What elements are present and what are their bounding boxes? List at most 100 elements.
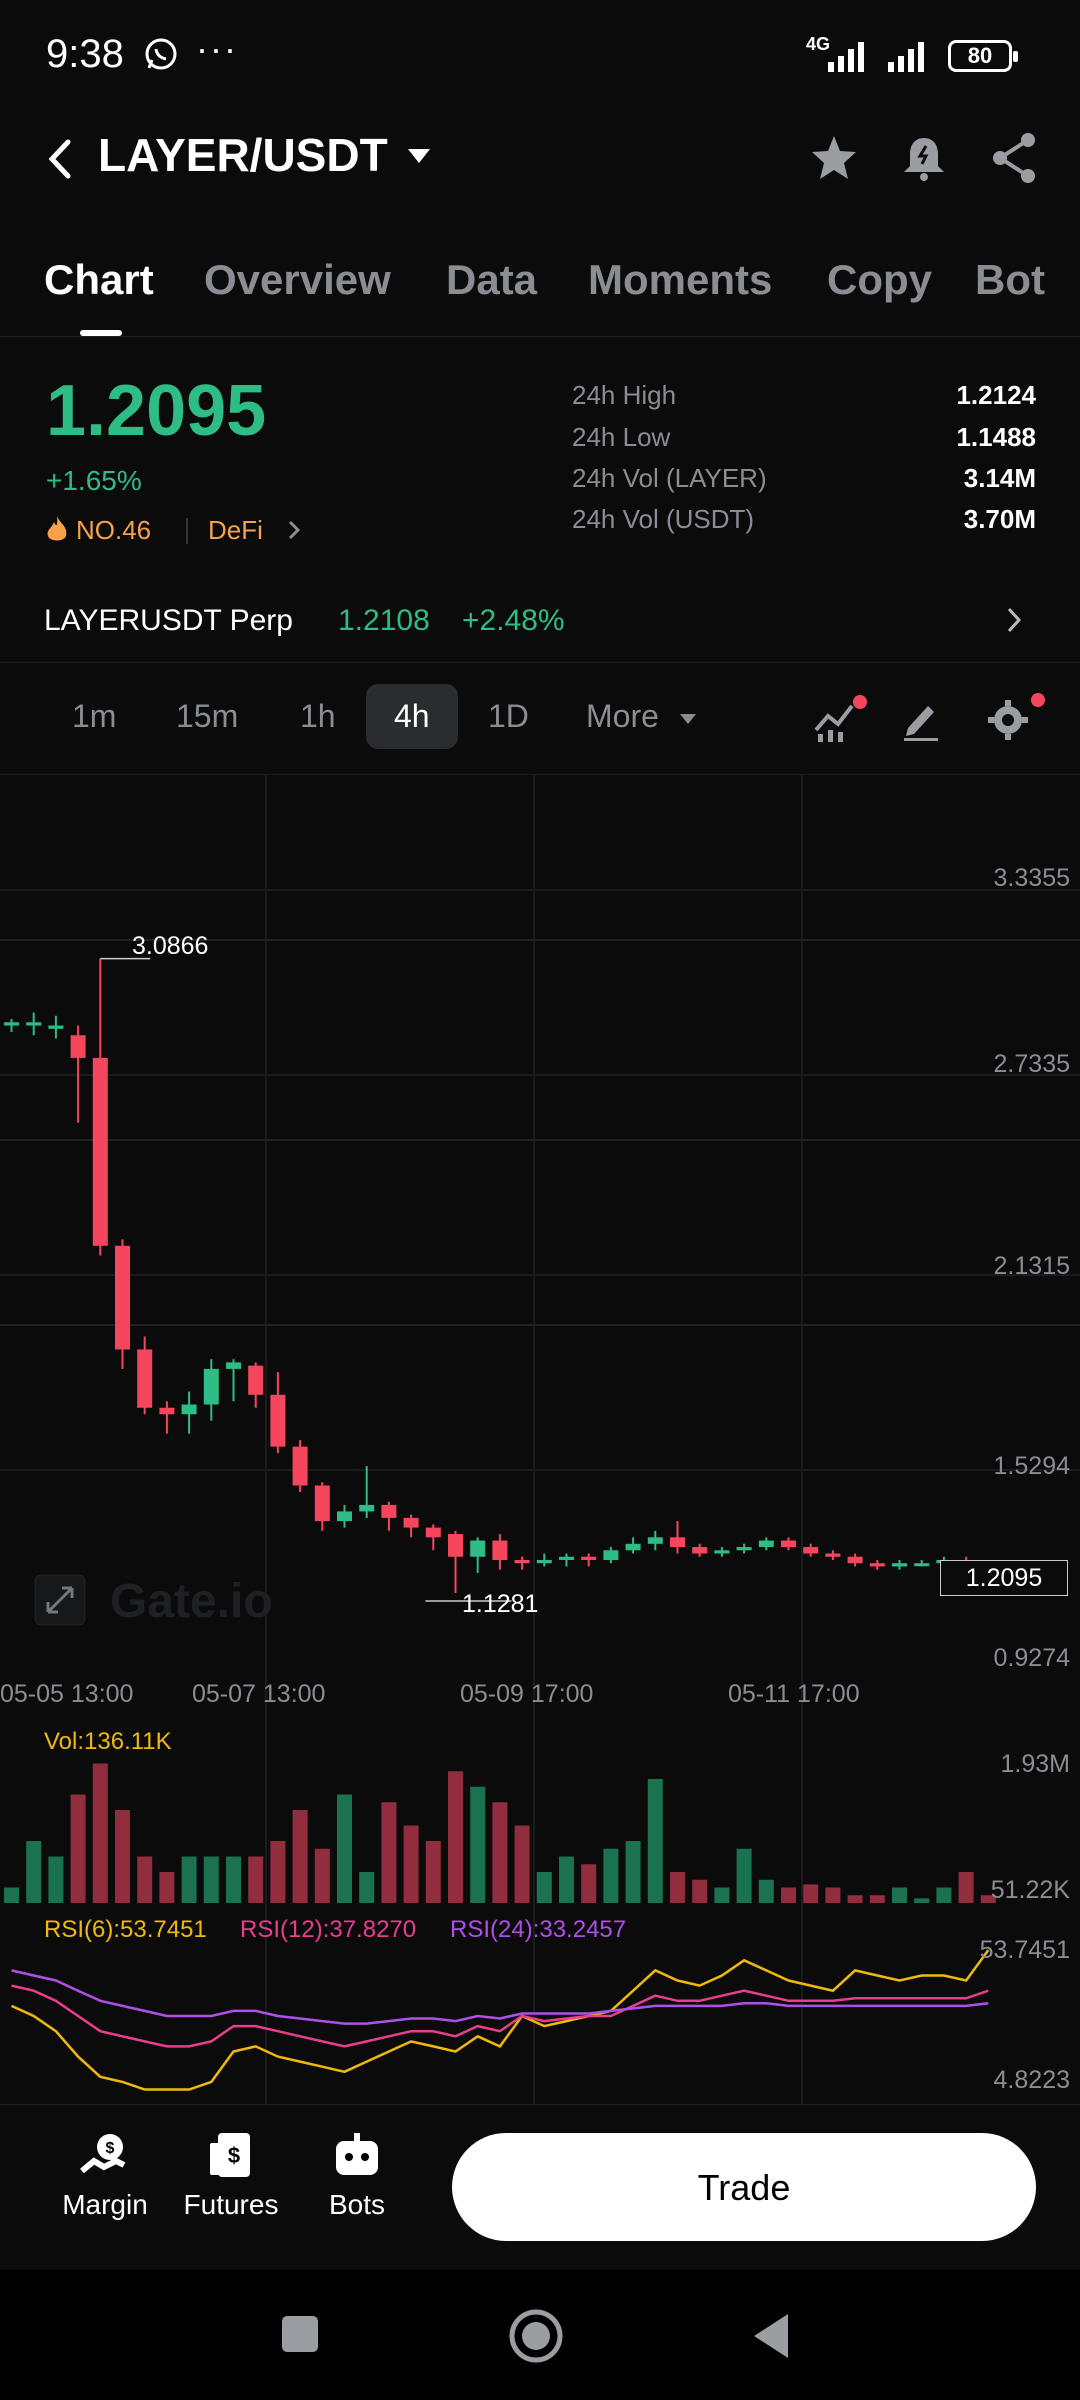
- candle-body: [758, 1540, 774, 1548]
- perp-row[interactable]: LAYERUSDT Perp 1.2108 +2.48%: [0, 580, 1080, 663]
- rsi24-label: RSI(24):33.2457: [450, 1916, 627, 1943]
- volume-bars: [4, 1763, 996, 1903]
- bots-button[interactable]: Bots: [302, 2131, 412, 2221]
- candle-body: [337, 1511, 352, 1522]
- price-change: +1.65%: [46, 465, 142, 496]
- y-tick: 2.7335: [993, 1050, 1070, 1078]
- tf-more[interactable]: More: [586, 698, 659, 734]
- candle-body: [159, 1407, 175, 1415]
- stat-label-vol-usdt: 24h Vol (USDT): [572, 504, 755, 534]
- volume-bar: [270, 1841, 286, 1903]
- chevron-down-icon[interactable]: [678, 712, 698, 726]
- stat-label-high: 24h High: [572, 380, 677, 410]
- candle-body: [70, 1035, 86, 1058]
- volume-bar: [958, 1872, 974, 1903]
- volume-bar: [847, 1895, 863, 1903]
- perp-change: +2.48%: [462, 604, 565, 637]
- volume-bar: [869, 1895, 885, 1903]
- share-icon[interactable]: [988, 130, 1040, 186]
- trade-button[interactable]: Trade: [452, 2133, 1036, 2241]
- tab-bot[interactable]: Bot: [975, 256, 1045, 303]
- candle-body: [181, 1404, 197, 1415]
- candle-body: [803, 1547, 819, 1554]
- volume-bar: [248, 1856, 264, 1903]
- tab-overview[interactable]: Overview: [204, 256, 391, 303]
- volume-bar: [647, 1779, 663, 1903]
- volume-bar: [115, 1810, 130, 1903]
- settings-gear-icon[interactable]: [986, 692, 1046, 744]
- rank-badge[interactable]: NO.46: [76, 515, 152, 545]
- recents-icon[interactable]: [282, 2316, 318, 2352]
- candlestick-chart[interactable]: [0, 775, 1080, 2105]
- stat-value-vol-usdt: 3.70M: [963, 504, 1036, 534]
- y-tick: 2.1315: [993, 1252, 1070, 1280]
- pair-title[interactable]: LAYER/USDT: [98, 129, 388, 181]
- sector-tag[interactable]: DeFi: [208, 515, 263, 545]
- candle-body: [26, 1022, 42, 1026]
- fire-icon: [47, 516, 67, 541]
- candle-body: [270, 1394, 286, 1447]
- back-nav-icon[interactable]: [752, 2312, 792, 2360]
- tab-chart[interactable]: Chart: [44, 256, 154, 303]
- tf-15m[interactable]: 15m: [176, 698, 239, 734]
- x-tick: 05-11 17:00: [728, 1680, 860, 1708]
- draw-pencil-icon[interactable]: [900, 696, 942, 742]
- indicator-icon[interactable]: [812, 694, 868, 744]
- signal-icon: [828, 42, 864, 72]
- perp-price: 1.2108: [338, 604, 430, 637]
- chevron-down-icon[interactable]: [406, 146, 432, 166]
- bottom-action-bar: $ Margin $ Futures Bots Trade: [0, 2104, 1080, 2271]
- candle-body: [314, 1485, 330, 1522]
- volume-bar: [936, 1887, 952, 1903]
- volume-bar: [203, 1856, 219, 1903]
- candle-body: [869, 1563, 885, 1567]
- svg-text:$: $: [228, 2143, 240, 2168]
- margin-button[interactable]: $ Margin: [50, 2131, 160, 2221]
- volume-bar: [4, 1887, 19, 1903]
- star-icon[interactable]: [808, 132, 860, 184]
- volume-bar: [448, 1771, 463, 1903]
- tab-bar: Chart Overview Data Moments Copy Bot: [0, 240, 1080, 337]
- alert-bell-icon[interactable]: [898, 132, 950, 184]
- perp-name: LAYERUSDT Perp: [44, 604, 293, 637]
- rsi-y-tick: 53.7451: [979, 1936, 1070, 1964]
- volume-bar: [559, 1856, 574, 1903]
- rsi-line-1: [11, 1984, 989, 2048]
- futures-button[interactable]: $ Futures: [176, 2131, 286, 2221]
- volume-bar: [803, 1884, 819, 1903]
- tf-1h[interactable]: 1h: [300, 698, 336, 734]
- chart-grid: [0, 775, 1080, 2105]
- tf-4h[interactable]: 4h: [366, 684, 458, 749]
- low-label: 1.1281: [462, 1590, 539, 1618]
- signal-icon-2: [888, 42, 924, 72]
- tf-1m[interactable]: 1m: [72, 698, 117, 734]
- back-icon[interactable]: [44, 136, 74, 182]
- tab-data[interactable]: Data: [446, 256, 538, 303]
- candle-body: [892, 1563, 907, 1567]
- home-icon[interactable]: [508, 2308, 564, 2364]
- tab-copy[interactable]: Copy: [827, 256, 932, 303]
- stat-label-vol-layer: 24h Vol (LAYER): [572, 463, 767, 493]
- volume-bar: [314, 1848, 330, 1903]
- futures-icon: $: [210, 2133, 250, 2177]
- whatsapp-icon: [145, 38, 177, 70]
- header: LAYER/USDT: [0, 110, 1080, 210]
- volume-label: Vol:136.11K: [44, 1728, 172, 1755]
- expand-icon[interactable]: [34, 1574, 86, 1626]
- volume-bar: [980, 1895, 996, 1903]
- volume-bar: [603, 1848, 619, 1903]
- volume-bar: [70, 1794, 86, 1903]
- candle-body: [448, 1534, 463, 1557]
- last-price: 1.2095: [46, 371, 267, 451]
- tf-1d[interactable]: 1D: [488, 698, 529, 734]
- x-tick: 05-07 13:00: [192, 1680, 326, 1708]
- volume-bar: [625, 1841, 641, 1903]
- tab-moments[interactable]: Moments: [588, 256, 773, 303]
- candle-body: [603, 1550, 619, 1560]
- candle-body: [670, 1537, 685, 1548]
- candle-body: [914, 1563, 930, 1567]
- chevron-right-icon[interactable]: [286, 518, 302, 542]
- candle-body: [381, 1504, 397, 1518]
- candle-body: [736, 1547, 752, 1551]
- candle-body: [847, 1556, 863, 1564]
